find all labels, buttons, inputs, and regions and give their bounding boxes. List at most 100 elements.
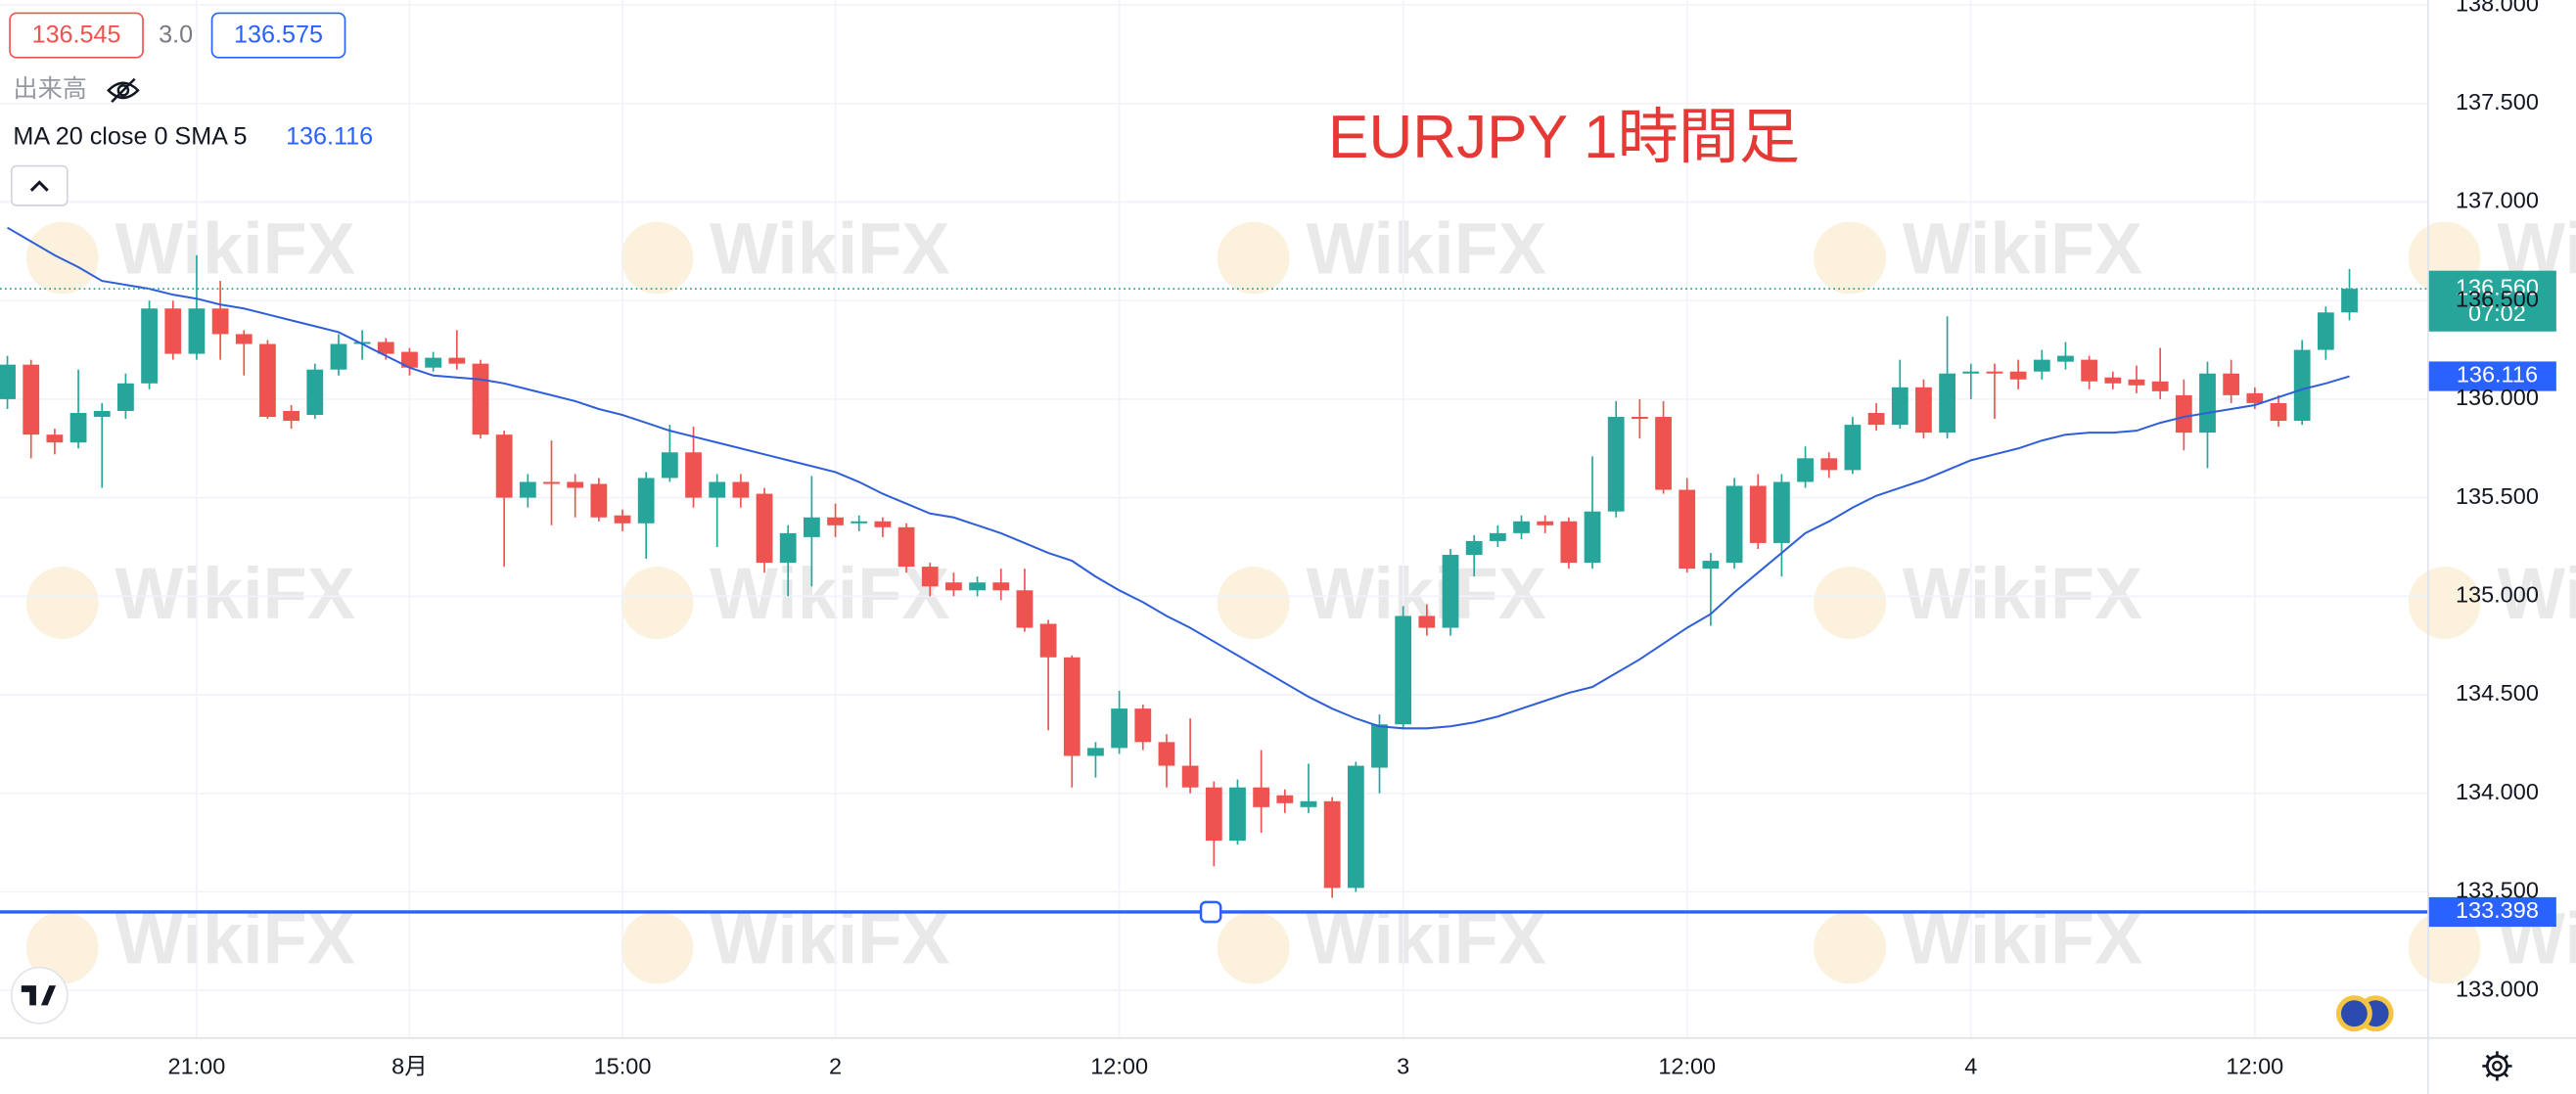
candle-body [235,334,253,344]
candle-body [685,452,702,498]
x-tick-label: 15:00 [594,1053,652,1078]
candle-body [969,582,986,591]
candle-body [2199,373,2216,433]
candle-body [211,308,229,335]
line-handle[interactable] [1199,900,1222,924]
candle-body [2223,373,2240,395]
candle-body [2104,377,2122,384]
flag-eur-inner [2340,1000,2368,1027]
candle-body [1560,521,1578,564]
candle-body [637,478,655,524]
candle-body [2175,394,2192,433]
settings-icon[interactable] [2482,1051,2512,1081]
candle-body [2081,359,2098,382]
chart-title: EURJPY 1時間足 [1328,104,1800,171]
candle-body [472,363,489,435]
candle-body [756,493,773,564]
candle-body [1820,458,1838,471]
candle-body [2128,379,2145,386]
bid-box[interactable] [9,12,144,59]
candle-body [1229,787,1246,842]
indicator-name: MA 20 close 0 SMA 5 [13,123,247,151]
hide-icon[interactable] [107,77,140,103]
ask-box[interactable] [210,12,346,59]
candle-body [1276,795,1294,803]
candle-body [1442,555,1459,628]
candle-body [803,517,820,537]
x-tick-label: 12:00 [1090,1053,1148,1078]
watermark-logo [2408,567,2481,639]
candle-body [1465,540,1483,556]
collapse-button[interactable] [10,164,69,206]
candle-body [1134,708,1152,743]
watermark-logo [2408,911,2481,984]
candle-body [2151,381,2169,391]
candle-body [851,521,868,524]
watermark-logo [1814,221,1886,295]
candle-body [164,308,182,354]
candle-body [495,434,513,498]
candle-body [590,483,608,518]
candle-body [1631,417,1648,420]
x-tick-label: 12:00 [2226,1053,2283,1078]
x-tick-label: 4 [1964,1053,1977,1078]
y-tick-label: 137.000 [2456,188,2539,213]
candle-body [1513,521,1530,533]
candle-body [448,357,466,364]
tv-logo[interactable] [10,966,69,1025]
candle-body [1915,387,1932,433]
candle-body [1371,724,1388,768]
watermark: WikiFX [115,553,356,634]
watermark-logo [1217,567,1290,639]
watermark: WikiFX [115,898,356,980]
watermark: WikiFX [2497,553,2576,634]
candle-body [1181,765,1199,788]
x-tick-label: 21:00 [168,1053,226,1078]
watermark: WikiFX [1306,898,1546,980]
watermark: WikiFX [1903,553,2143,634]
candle-body [188,308,206,354]
price-line-tag [2427,896,2556,928]
y-tick-label: 136.500 [2456,286,2539,311]
candle-body [921,567,939,587]
candle-body [1725,485,1743,564]
candle-body [709,481,726,498]
candle-body [567,481,584,488]
candle-body [377,342,394,354]
candle-body [283,410,300,422]
candle-body [1607,417,1625,512]
candle-body [992,582,1010,591]
watermark: WikiFX [710,898,950,980]
watermark-logo [1217,911,1290,984]
candle-body [259,343,276,418]
candle-body [1797,458,1814,482]
y-tick-label: 133.500 [2456,878,2539,903]
watermark-logo [25,221,99,295]
candle-body [1749,485,1767,543]
candle-body [425,357,442,368]
y-tick-label: 136.000 [2456,385,2539,410]
candle-body [779,532,797,564]
ma-line [7,226,2350,730]
y-tick-label: 135.000 [2456,582,2539,608]
candle-body [117,383,134,411]
candle-body [2246,392,2264,403]
candle-body [1300,800,1317,807]
candle-body [1158,742,1175,766]
x-tick-label: 12:00 [1658,1053,1716,1078]
chevron-icon [29,180,49,192]
candle-body [1063,657,1081,756]
watermark-logo [25,911,99,984]
candle-body [1016,590,1034,628]
watermark-logo [25,567,99,639]
candle-body [2009,371,2027,380]
watermark-logo [1814,911,1886,984]
candle-body [23,364,40,435]
watermark: WikiFX [710,208,950,290]
x-tick-label: 8月 [391,1053,428,1078]
candle-body [1584,511,1601,564]
candle-body [2057,355,2074,362]
